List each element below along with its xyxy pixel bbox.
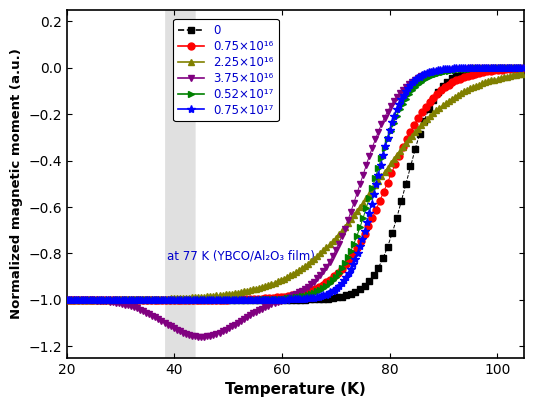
Y-axis label: Normalized magnetic moment (a.u.): Normalized magnetic moment (a.u.): [10, 48, 23, 319]
X-axis label: Temperature (K): Temperature (K): [225, 382, 366, 397]
Legend: 0, 0.75×10¹⁶, 2.25×10¹⁶, 3.75×10¹⁶, 0.52×10¹⁷, 0.75×10¹⁷: 0, 0.75×10¹⁶, 2.25×10¹⁶, 3.75×10¹⁶, 0.52…: [174, 19, 279, 121]
Text: at 77 K (YBCO/Al₂O₃ film): at 77 K (YBCO/Al₂O₃ film): [168, 250, 315, 263]
